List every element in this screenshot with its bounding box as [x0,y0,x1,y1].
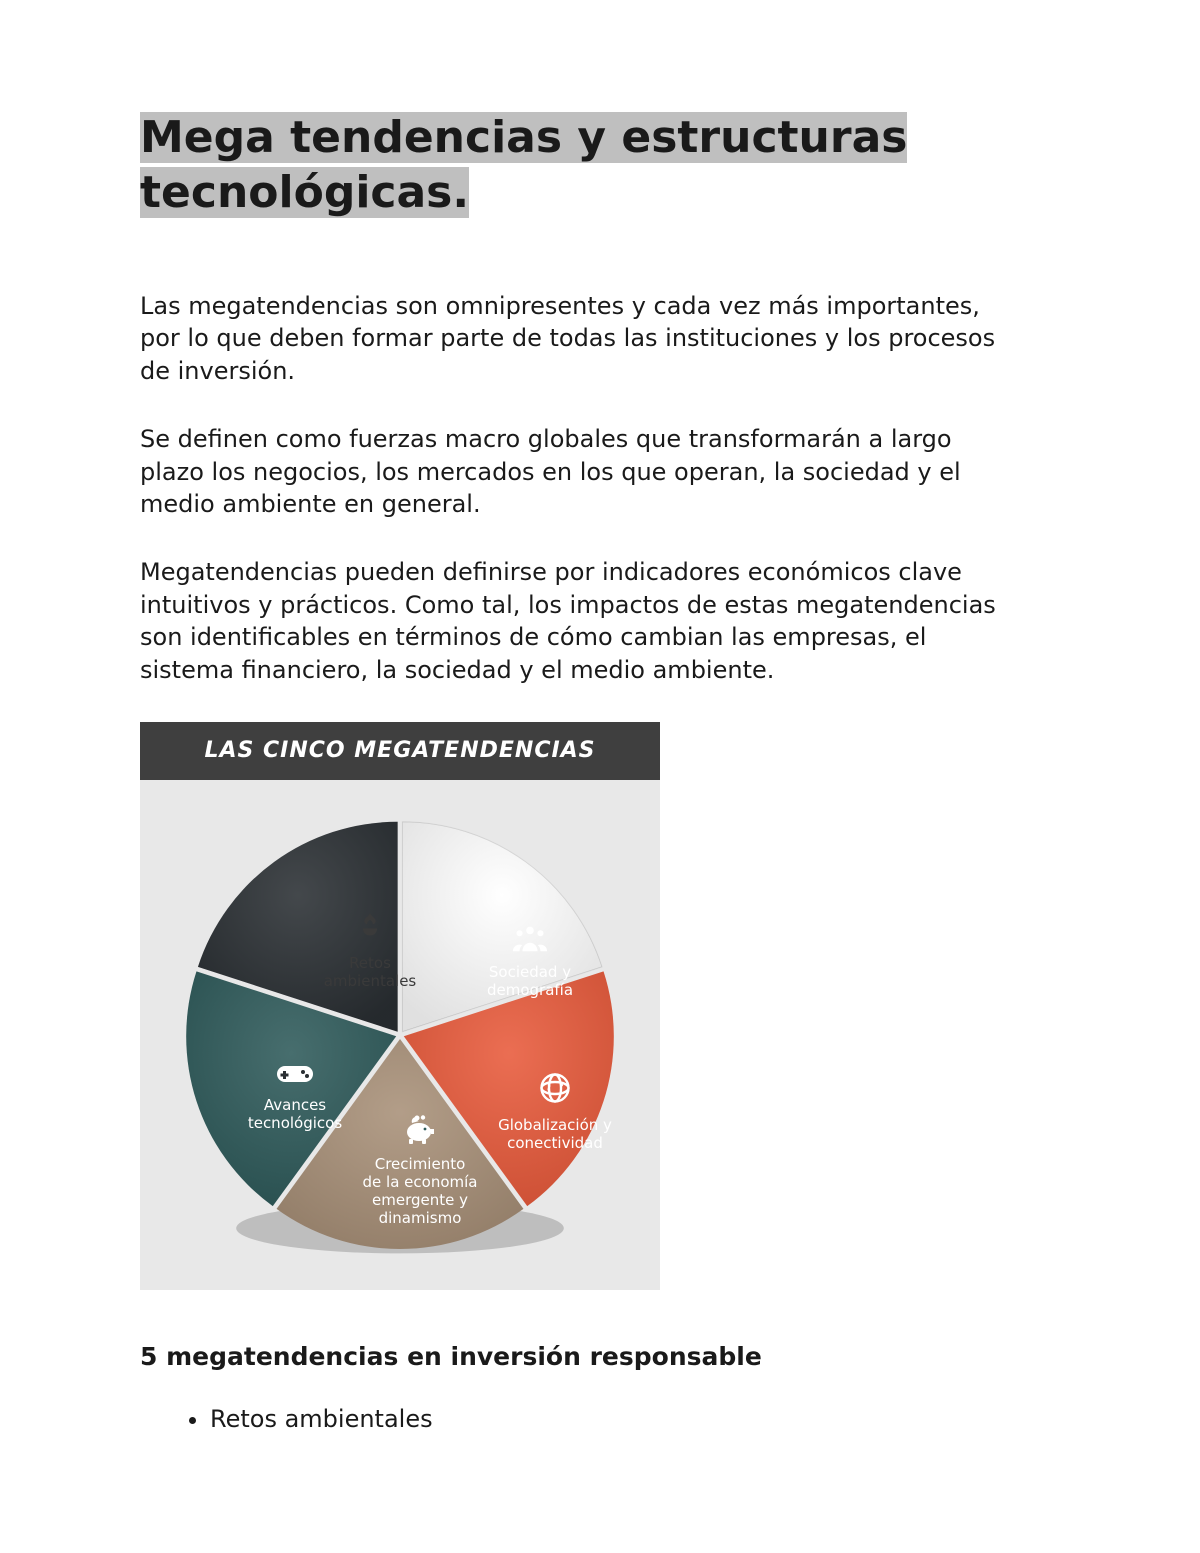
infographic-body: RetosambientalesSociedad ydemografíaGlob… [140,780,660,1290]
page-title: Mega tendencias y estructuras tecnológic… [140,112,907,218]
megatrends-infographic: LAS CINCO MEGATENDENCIAS Retosambientale… [140,722,660,1290]
bullet-list: Retos ambientales [140,1403,1060,1435]
infographic-header: LAS CINCO MEGATENDENCIAS [140,722,660,780]
intro-paragraph-3: Megatendencias pueden definirse por indi… [140,556,1020,686]
intro-paragraph-1: Las megatendencias son omnipresentes y c… [140,290,1020,387]
list-item: Retos ambientales [210,1403,1060,1435]
subhead-5-megatrends: 5 megatendencias en inversión responsabl… [140,1340,1060,1374]
pie-chart: RetosambientalesSociedad ydemografíaGlob… [180,815,620,1255]
intro-paragraph-2: Se definen como fuerzas macro globales q… [140,423,1020,520]
